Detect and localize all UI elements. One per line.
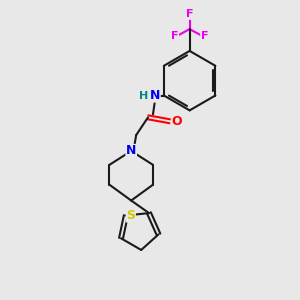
Text: H: H — [139, 91, 148, 100]
Text: O: O — [172, 115, 182, 128]
Text: F: F — [201, 31, 208, 41]
Text: N: N — [150, 89, 160, 102]
Text: S: S — [126, 209, 135, 222]
Text: N: N — [126, 145, 136, 158]
Text: F: F — [186, 9, 194, 19]
Text: F: F — [171, 31, 178, 41]
